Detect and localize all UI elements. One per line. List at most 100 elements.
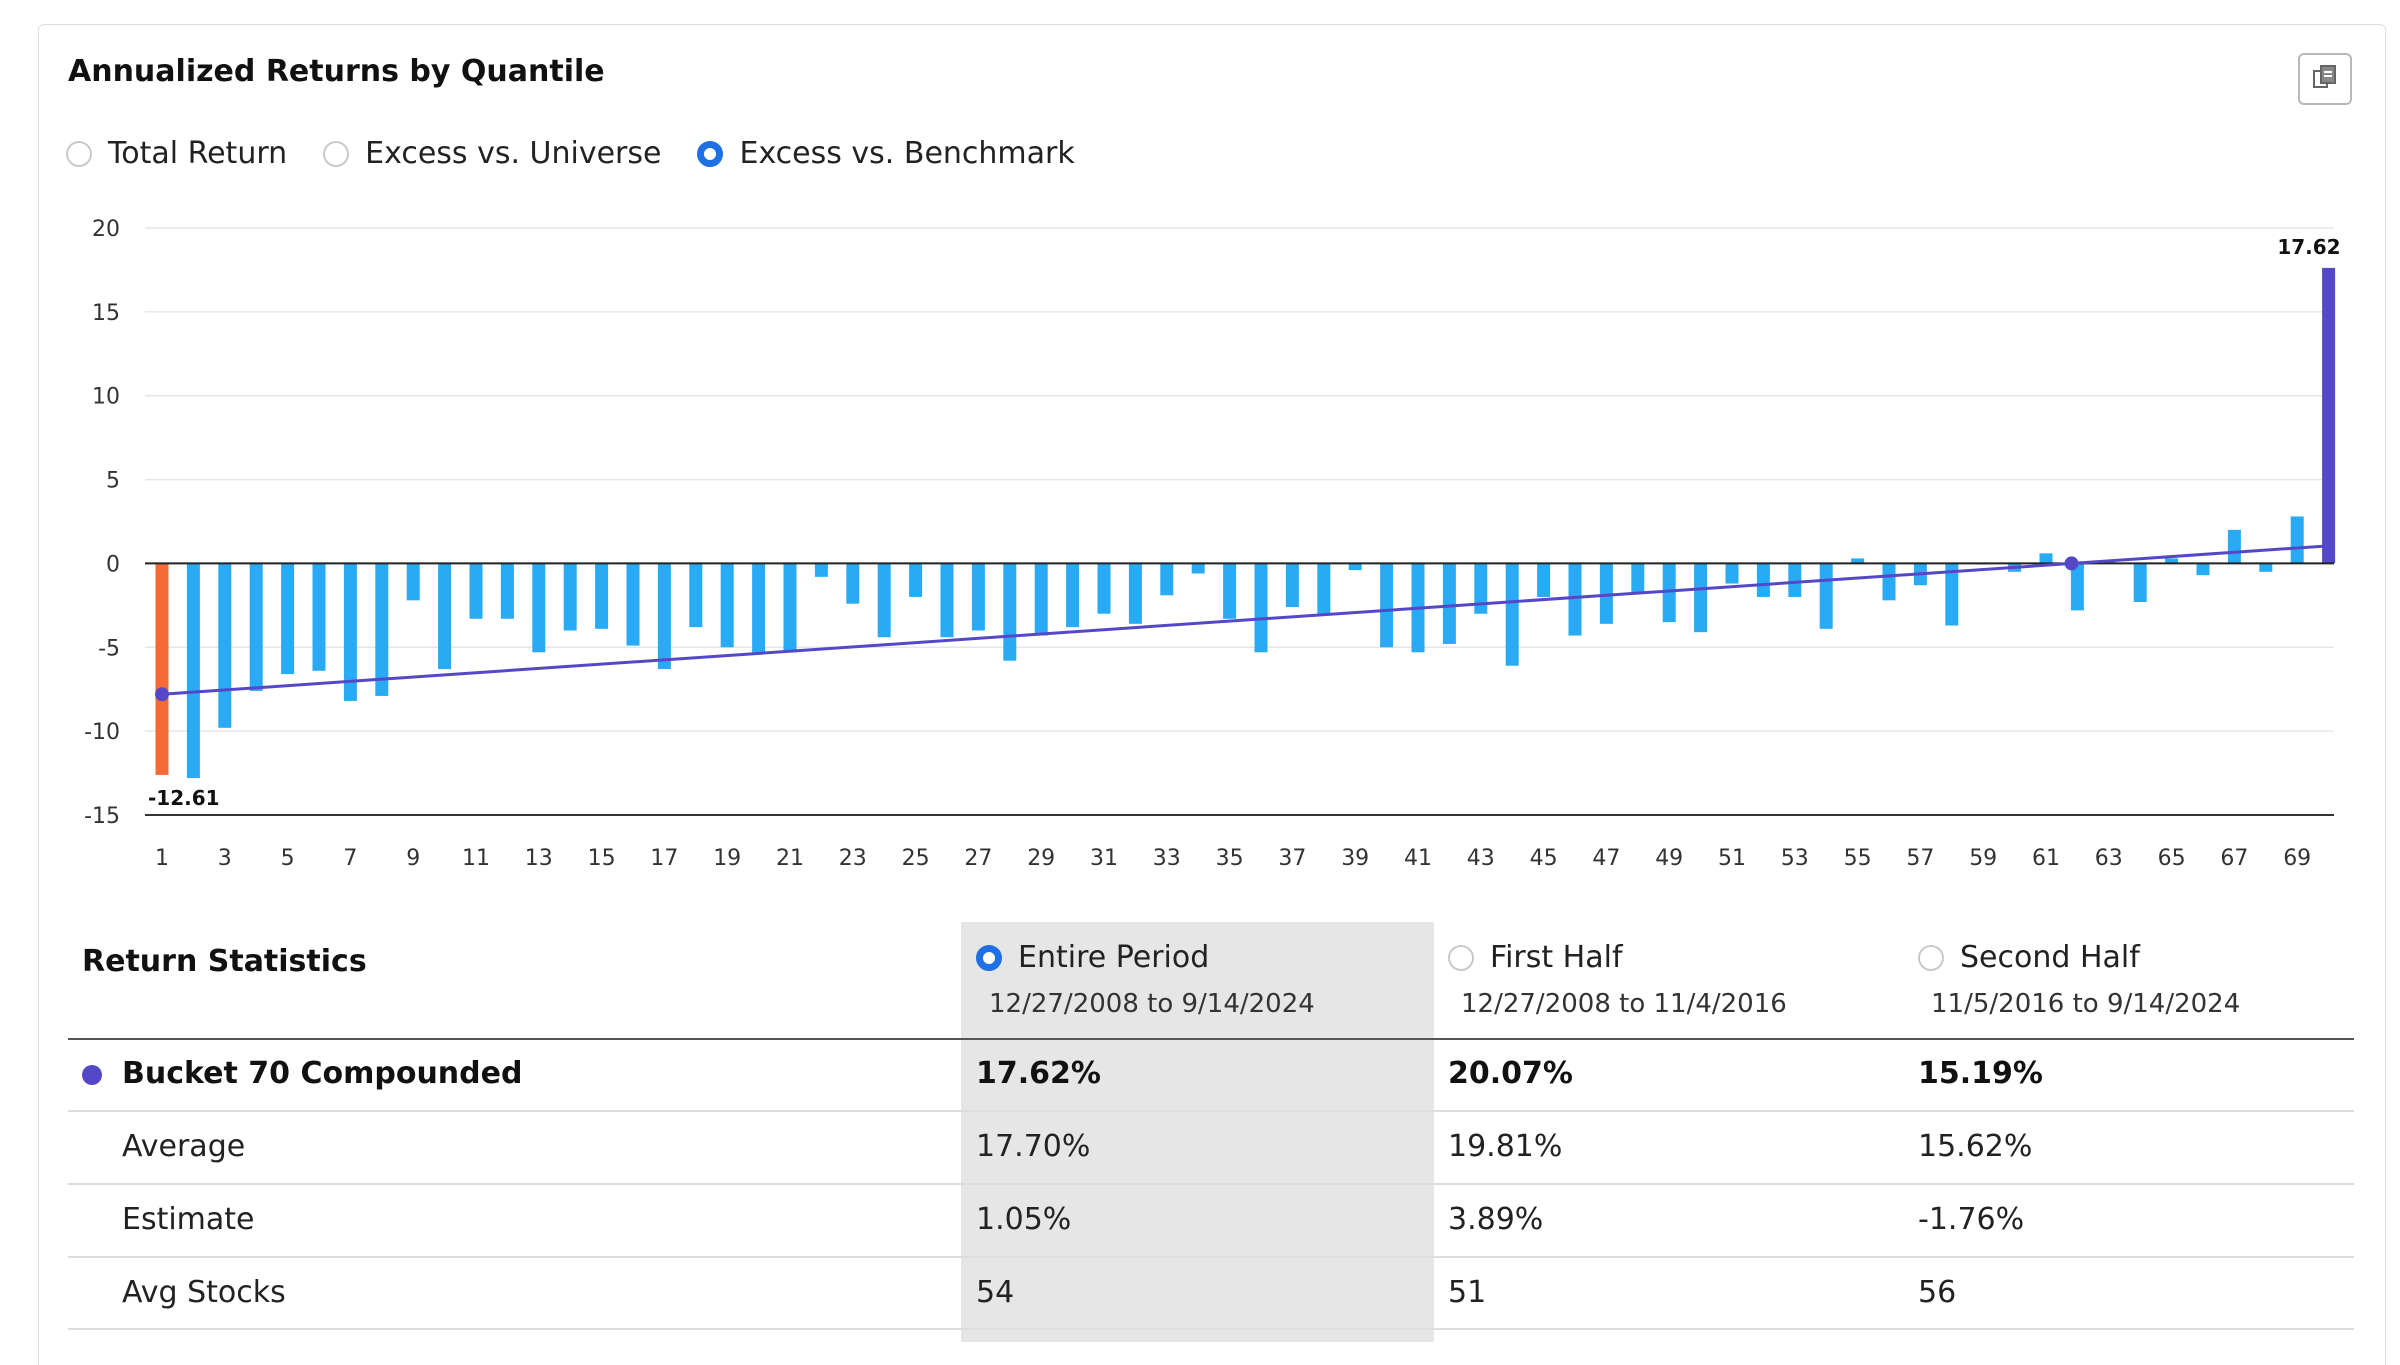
radio-button[interactable] bbox=[1918, 944, 1944, 971]
bar-21 bbox=[783, 563, 797, 653]
row-divider bbox=[68, 1110, 2354, 1112]
bar-20 bbox=[752, 563, 766, 654]
radio-total-return[interactable]: Total Return bbox=[66, 136, 287, 171]
bar-10 bbox=[438, 563, 452, 670]
period-second-half[interactable]: Second Half 11/5/2016 to 9/14/2024 bbox=[1918, 940, 2240, 1019]
bar-9 bbox=[406, 563, 420, 601]
row-value: 51 bbox=[1448, 1275, 1487, 1310]
x-tick-label: 51 bbox=[1718, 846, 1746, 871]
bar-67 bbox=[2227, 529, 2241, 564]
bar-27 bbox=[971, 563, 985, 631]
radio-button-selected[interactable] bbox=[976, 944, 1002, 971]
bar-19 bbox=[720, 563, 734, 648]
row-value: -1.76% bbox=[1918, 1202, 2025, 1237]
trend-zero-crossing bbox=[2064, 556, 2079, 571]
bar-58 bbox=[1945, 563, 1959, 626]
view-mode-radio-group: Total Return Excess vs. Universe Excess … bbox=[66, 136, 1111, 171]
radio-button[interactable] bbox=[1448, 944, 1474, 971]
row-divider bbox=[68, 1328, 2354, 1330]
bar-64 bbox=[2133, 563, 2147, 603]
bar-47 bbox=[1599, 563, 1613, 624]
row-value: 20.07% bbox=[1448, 1056, 1573, 1091]
radio-button-selected[interactable] bbox=[697, 140, 724, 167]
x-tick-label: 35 bbox=[1216, 846, 1244, 871]
bar-48 bbox=[1631, 563, 1645, 594]
x-tick-label: 1 bbox=[155, 846, 169, 871]
x-tick-label: 9 bbox=[406, 846, 420, 871]
export-button[interactable] bbox=[2298, 53, 2352, 105]
period-label: Entire Period bbox=[1018, 940, 1210, 975]
x-tick-label: 65 bbox=[2158, 846, 2186, 871]
x-tick-label: 67 bbox=[2220, 846, 2248, 871]
x-tick-label: 23 bbox=[839, 846, 867, 871]
selected-period-column bbox=[961, 922, 1434, 1342]
bar-1 bbox=[155, 563, 169, 775]
y-tick-label: 0 bbox=[106, 552, 120, 577]
bar-25 bbox=[909, 563, 923, 597]
bar-4 bbox=[249, 563, 263, 691]
copy-export-icon bbox=[2311, 63, 2339, 95]
x-tick-label: 63 bbox=[2095, 846, 2123, 871]
bar-43 bbox=[1474, 563, 1488, 614]
radio-label: Excess vs. Universe bbox=[365, 136, 662, 171]
y-tick-label: 5 bbox=[106, 469, 120, 494]
radio-button[interactable] bbox=[323, 140, 350, 167]
x-tick-label: 21 bbox=[776, 846, 804, 871]
bar-40 bbox=[1380, 563, 1394, 648]
bar-22 bbox=[814, 563, 828, 577]
bar-28 bbox=[1003, 563, 1017, 661]
row-value: 19.81% bbox=[1448, 1129, 1563, 1164]
x-tick-label: 59 bbox=[1969, 846, 1997, 871]
x-tick-label: 57 bbox=[1906, 846, 1934, 871]
x-tick-label: 27 bbox=[964, 846, 992, 871]
y-tick-label: 10 bbox=[92, 385, 120, 410]
radio-button[interactable] bbox=[66, 140, 92, 167]
bar-13 bbox=[532, 563, 546, 653]
x-tick-label: 33 bbox=[1153, 846, 1181, 871]
bar-11 bbox=[469, 563, 483, 619]
stats-title: Return Statistics bbox=[82, 944, 367, 979]
bar-69 bbox=[2290, 516, 2304, 564]
x-tick-label: 55 bbox=[1844, 846, 1872, 871]
data-label-last: 17.62 bbox=[2277, 235, 2340, 259]
x-tick-label: 25 bbox=[902, 846, 930, 871]
radio-label: Excess vs. Benchmark bbox=[739, 136, 1075, 171]
x-tick-label: 69 bbox=[2283, 846, 2311, 871]
bar-62 bbox=[2070, 563, 2084, 611]
x-tick-label: 3 bbox=[218, 846, 232, 871]
row-value: 15.19% bbox=[1918, 1056, 2043, 1091]
bar-32 bbox=[1128, 563, 1142, 624]
bar-16 bbox=[626, 563, 640, 646]
x-tick-label: 49 bbox=[1655, 846, 1683, 871]
radio-label: Total Return bbox=[108, 136, 288, 171]
bar-39 bbox=[1348, 563, 1362, 571]
bar-35 bbox=[1223, 563, 1237, 619]
bar-65 bbox=[2165, 558, 2179, 564]
period-entire[interactable]: Entire Period 12/27/2008 to 9/14/2024 bbox=[976, 940, 1315, 1019]
trend-point-start bbox=[155, 687, 169, 702]
x-tick-label: 29 bbox=[1027, 846, 1055, 871]
x-tick-label: 61 bbox=[2032, 846, 2060, 871]
period-label: Second Half bbox=[1960, 940, 2140, 975]
x-tick-label: 43 bbox=[1467, 846, 1495, 871]
x-tick-label: 45 bbox=[1530, 846, 1558, 871]
period-range: 11/5/2016 to 9/14/2024 bbox=[1931, 989, 2241, 1019]
period-label: First Half bbox=[1490, 940, 1623, 975]
x-tick-label: 31 bbox=[1090, 846, 1118, 871]
row-divider bbox=[68, 1256, 2354, 1258]
period-first-half[interactable]: First Half 12/27/2008 to 11/4/2016 bbox=[1448, 940, 1787, 1019]
chart-title: Annualized Returns by Quantile bbox=[68, 54, 605, 89]
x-tick-label: 13 bbox=[525, 846, 553, 871]
bar-55 bbox=[1851, 558, 1865, 564]
x-tick-label: 19 bbox=[713, 846, 741, 871]
bar-7 bbox=[343, 563, 357, 701]
x-tick-label: 15 bbox=[588, 846, 616, 871]
bar-44 bbox=[1505, 563, 1519, 666]
bar-30 bbox=[1066, 563, 1080, 628]
radio-excess-vs-benchmark[interactable]: Excess vs. Benchmark bbox=[697, 136, 1075, 171]
row-value: 17.70% bbox=[976, 1129, 1091, 1164]
bar-37 bbox=[1285, 563, 1299, 608]
row-label: Estimate bbox=[122, 1202, 255, 1237]
radio-excess-vs-universe[interactable]: Excess vs. Universe bbox=[323, 136, 661, 171]
